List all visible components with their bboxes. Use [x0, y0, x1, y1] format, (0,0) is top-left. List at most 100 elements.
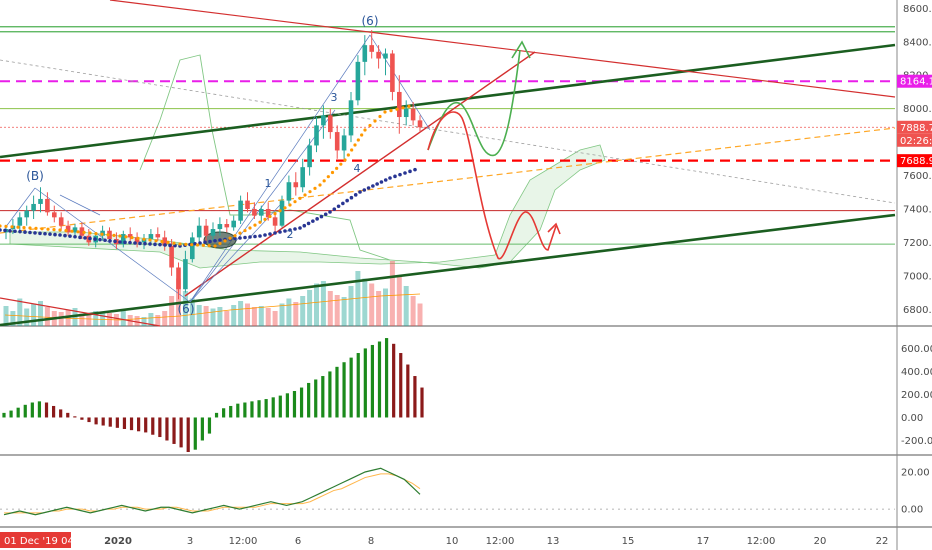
price-tick-label: 8400.00 [903, 37, 932, 48]
candle-body [217, 224, 223, 230]
ma-dot-orange [350, 148, 354, 152]
ma-dot-orange [28, 226, 32, 230]
ma-dot-orange [263, 217, 267, 221]
candle-body [148, 234, 154, 240]
ma-dot-orange [124, 235, 128, 239]
macd-bar [73, 416, 77, 418]
ma-dot-orange [268, 214, 272, 219]
ma-dot-orange [76, 230, 80, 234]
candle-body [403, 108, 409, 118]
ma-dot-orange [363, 128, 367, 132]
macd-histogram-pane[interactable] [2, 338, 424, 452]
macd-bar [342, 362, 346, 418]
ma-dot-navy [248, 235, 252, 239]
price-tag-box [897, 74, 932, 88]
candle-body [224, 224, 230, 228]
ma-dot-navy [198, 241, 202, 245]
ma-dot-orange [118, 234, 122, 238]
volume-bar [189, 298, 195, 326]
price-tick-label: 8600.00 [903, 4, 932, 15]
ma-dot-navy [306, 221, 311, 226]
volume-bar [334, 295, 340, 326]
macd-bar [9, 410, 13, 418]
ma-dot-orange [130, 236, 134, 240]
volume-bar [410, 296, 416, 326]
ma-dot-orange [52, 228, 56, 232]
candle-body [190, 237, 195, 260]
volume-bar [286, 298, 292, 326]
wave-fan-line [59, 194, 101, 216]
candle-body [183, 259, 188, 290]
ma-dot-navy [371, 184, 375, 188]
macd-bar [207, 417, 212, 434]
wave-label: 2 [287, 228, 294, 241]
ma-dot-orange [258, 220, 262, 224]
candle-body [58, 217, 64, 226]
ma-dot-orange [407, 104, 411, 108]
ma-dot-navy [213, 238, 217, 243]
candle-body [203, 225, 209, 236]
time-tick-label: 3 [187, 536, 193, 547]
ma-dot-navy [328, 210, 332, 214]
ma-dot-orange [106, 233, 110, 237]
price-tag-box [897, 133, 932, 147]
chart-background [0, 0, 895, 550]
ma-dot-orange [190, 243, 194, 247]
volume-bar [279, 303, 285, 326]
ma-dot-navy [0, 228, 2, 232]
oscillator-pane[interactable] [0, 467, 895, 516]
candle-body [31, 203, 36, 211]
ma-dot-orange [389, 109, 393, 113]
candle-body [162, 237, 167, 246]
macd-bar [264, 399, 268, 418]
ma-dot-orange [335, 166, 339, 170]
candle-body [79, 227, 85, 236]
candle-body [38, 198, 43, 204]
ma-dot-navy [319, 214, 324, 219]
ma-dot-orange [298, 196, 302, 200]
wave-label: (6) [178, 302, 195, 316]
wave-label: 1 [265, 177, 272, 190]
bullish-projection [427, 49, 521, 156]
macd-bar [271, 397, 275, 418]
ma-dot-navy [253, 234, 257, 239]
candle-body [121, 234, 126, 245]
ma-dot-orange [40, 227, 44, 231]
volume-bar [314, 283, 319, 326]
volume-bar [182, 291, 188, 326]
candle-body [169, 245, 174, 268]
macd-tick-label: 400.00 [901, 367, 932, 378]
wave-label: 4 [354, 162, 361, 175]
ma-dot-orange [22, 226, 26, 230]
macd-bar [87, 417, 91, 423]
macd-bar [16, 407, 20, 418]
macd-bar [377, 341, 382, 418]
macd-bar [172, 417, 176, 444]
ma-dot-navy [3, 228, 7, 233]
ma-dot-orange [70, 229, 74, 233]
price-tick-label: 7000.00 [903, 271, 932, 282]
ma-dot-orange [58, 228, 62, 232]
volume-bar [100, 312, 106, 326]
time-tick-label: 2020 [104, 536, 132, 547]
wave-label: (6) [362, 14, 379, 28]
ma-dot-navy [358, 190, 362, 194]
cloud-area [9, 144, 606, 269]
price-tag-label: 7888.71 [900, 123, 932, 134]
time-tick-label: 12:00 [747, 536, 776, 547]
macd-bar [23, 404, 27, 418]
ma-dot-orange [303, 193, 307, 197]
time-axis[interactable]: 2020 3 12:00 6 8 10 12:00 13 15 17 12:00 20 22 01 Dec… [0, 532, 888, 548]
time-tick-label: 6 [295, 536, 301, 547]
ma-dot-navy [23, 230, 27, 234]
volume-bar [327, 291, 333, 326]
candle-body [155, 234, 161, 238]
candle-body [176, 267, 181, 290]
projection-arrows [427, 40, 561, 260]
ma-dot-orange [360, 133, 364, 137]
macd-bar [214, 412, 219, 418]
volume-bar [417, 303, 423, 326]
ma-dot-orange [46, 227, 50, 231]
